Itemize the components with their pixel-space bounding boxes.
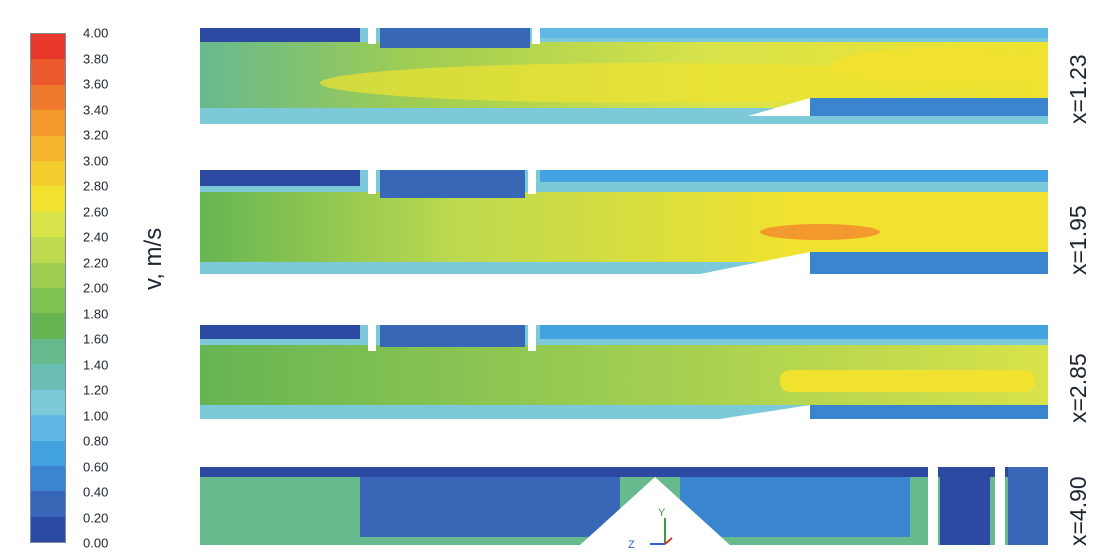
colorbar-tick-label: 1.80 <box>83 306 109 321</box>
contour-plot-section-2 <box>200 170 1048 274</box>
colorbar-tick-label: 4.00 <box>83 25 109 41</box>
colorbar-band <box>31 161 65 187</box>
axis-triad: Y Z <box>620 504 680 551</box>
colorbar-band <box>31 415 65 441</box>
colorbar-band <box>31 135 65 162</box>
contour-plot-section-4 <box>200 467 1048 545</box>
colorbar-band <box>31 211 65 238</box>
colorbar-tick-labels: 4.00 3.80 3.60 3.40 3.20 3.00 2.80 2.60 2.40 2.20… <box>83 26 143 551</box>
velocity-contour-panel-4 <box>200 467 1048 545</box>
colorbar-tick-label: 2.00 <box>83 280 109 296</box>
colorbar-tick-label: 2.60 <box>83 204 109 219</box>
colorbar-tick-label: 0.00 <box>83 535 109 551</box>
colorbar-tick-label: 1.40 <box>83 357 109 372</box>
colorbar-tick-label: 1.20 <box>83 382 109 398</box>
colorbar-band <box>31 84 65 111</box>
colorbar-band <box>31 34 65 60</box>
colorbar-tick-label: 0.60 <box>83 459 109 474</box>
colorbar-tick-label: 1.00 <box>83 408 109 423</box>
velocity-contour-panel-3 <box>200 325 1048 419</box>
section-label-2: x=1.95 <box>1065 205 1091 275</box>
colorbar-band <box>31 313 65 339</box>
colorbar-band <box>31 389 65 416</box>
colorbar-band <box>31 59 65 85</box>
colorbar-tick-label: 3.40 <box>83 102 109 117</box>
colorbar-tick-label: 0.40 <box>83 484 109 500</box>
contour-plot-section-3 <box>200 325 1048 419</box>
velocity-legend: 4.00 3.80 3.60 3.40 3.20 3.00 2.80 2.60 2.40 2.20… <box>0 0 190 551</box>
colorbar-tick-label: 0.80 <box>83 433 109 449</box>
colorbar-tick-label: 3.20 <box>83 127 109 143</box>
velocity-contour-panel-1 <box>200 28 1048 124</box>
colorbar-band <box>31 364 65 390</box>
colorbar-band <box>31 516 65 543</box>
colorbar-band <box>31 440 65 466</box>
colorbar-tick-label: 3.80 <box>83 51 109 66</box>
colorbar-band <box>31 288 65 314</box>
axis-z-label: Z <box>628 539 635 549</box>
colorbar-band <box>31 237 65 263</box>
colorbar-tick-label: 3.00 <box>83 153 109 168</box>
section-label-4: x=4.90 <box>1065 476 1091 546</box>
velocity-contour-panel-2 <box>200 170 1048 274</box>
colorbar-tick-label: 2.20 <box>83 255 109 270</box>
axis-triad-icon: Y Z <box>628 507 673 551</box>
colorbar-tick-label: 2.40 <box>83 229 109 245</box>
colorbar-band <box>31 491 65 517</box>
section-label-3: x=2.85 <box>1065 353 1091 423</box>
colorbar-band <box>31 110 65 136</box>
section-label-1: x=1.23 <box>1065 54 1091 124</box>
colorbar-band <box>31 262 65 289</box>
velocity-colorbar <box>30 33 66 543</box>
colorbar-tick-label: 2.80 <box>83 178 109 194</box>
colorbar-tick-label: 1.60 <box>83 331 109 347</box>
colorbar-band <box>31 186 65 212</box>
colorbar-tick-label: 0.20 <box>83 510 109 525</box>
colorbar-unit-label: v, m/s <box>140 227 167 290</box>
contour-plot-section-1 <box>200 28 1048 124</box>
colorbar-band <box>31 465 65 492</box>
colorbar-band <box>31 338 65 365</box>
colorbar-tick-label: 3.60 <box>83 76 109 92</box>
axis-y-label: Y <box>658 507 666 519</box>
